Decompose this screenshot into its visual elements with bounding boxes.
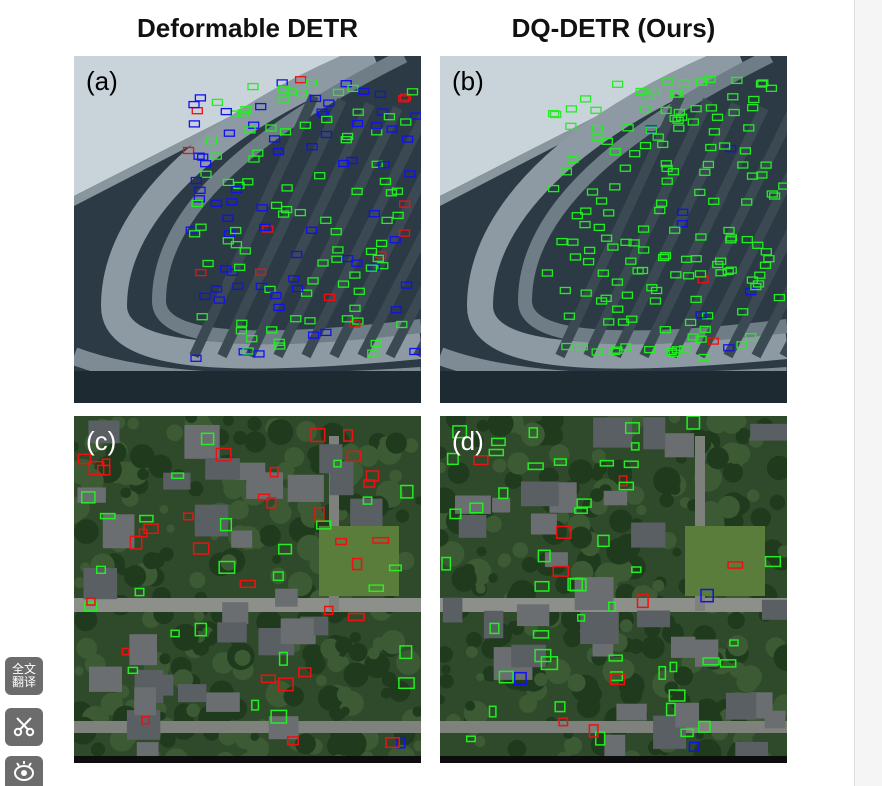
detection-boxes [541, 75, 787, 362]
parking-lot-image [74, 56, 421, 403]
eye-icon [14, 761, 34, 781]
column-title-left: Deformable DETR [136, 13, 359, 43]
column-title-right: DQ-DETR (Ours) [511, 13, 716, 43]
panel-label-b: (b) [452, 66, 484, 96]
scrollbar-track[interactable] [854, 0, 882, 786]
parking-lot-image [440, 56, 787, 403]
detection-boxes [77, 428, 415, 749]
panel-d: (d) [440, 416, 787, 763]
translate-button[interactable]: 全文 翻译 [5, 657, 43, 695]
panel-a: (a) [74, 56, 421, 403]
panel-b: (b) [440, 56, 787, 403]
residential-image [440, 416, 787, 763]
detection-boxes [441, 416, 782, 752]
residential-image [74, 416, 421, 763]
panel-label-c: (c) [86, 426, 117, 456]
panel-label-a: (a) [86, 66, 118, 96]
screenshot-button[interactable] [5, 708, 43, 746]
panel-label-d: (d) [452, 426, 484, 456]
panel-c: (c) [74, 416, 421, 763]
detection-boxes [182, 76, 421, 362]
eye-care-button[interactable] [5, 756, 43, 786]
translate-label: 全文 翻译 [11, 662, 36, 689]
scissors-icon [13, 717, 35, 737]
